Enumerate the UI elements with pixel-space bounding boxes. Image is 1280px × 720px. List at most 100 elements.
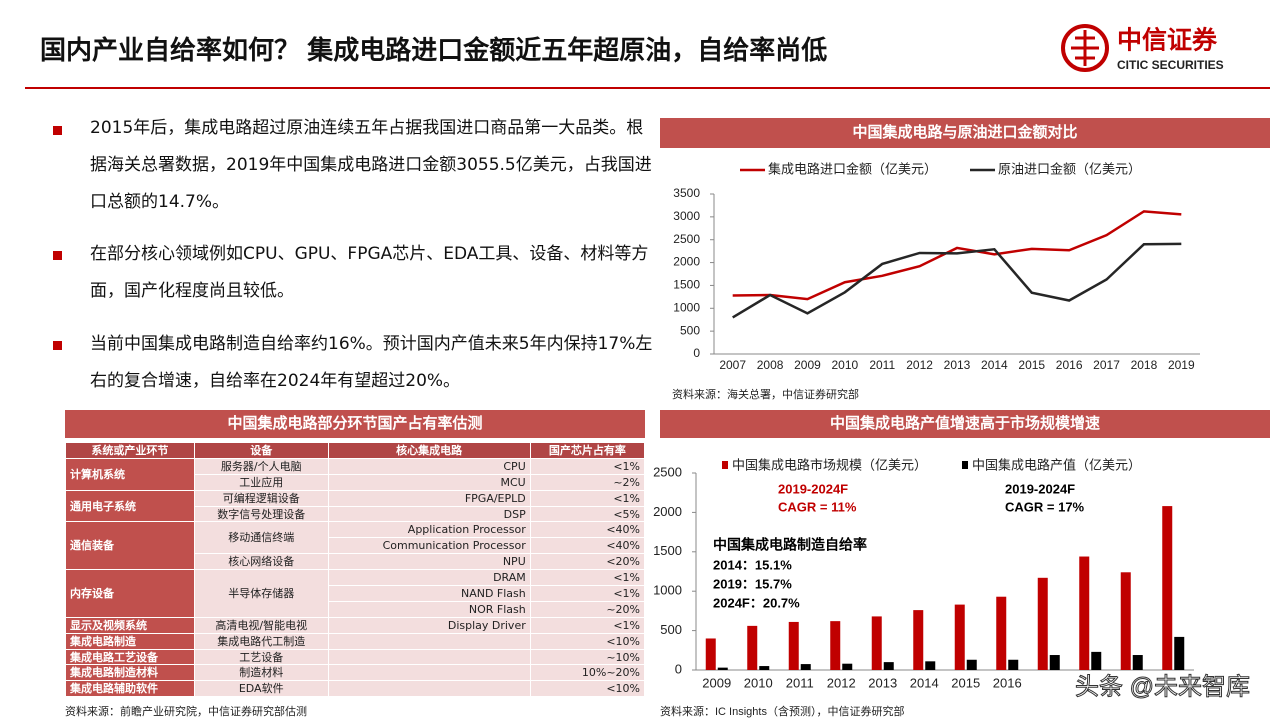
x-tick-label: 2019 (1168, 358, 1195, 372)
device-cell: 高清电视/智能电视 (193, 616, 329, 634)
table: 系统或产业环节 设备 核心集成电路 国产芯片占有率 计算机系统 服务器/个人电脑 CPU <1… (65, 442, 646, 698)
share-cell: ~10% (529, 648, 646, 666)
chip-cell: Display Driver (327, 616, 531, 634)
share-cell: <1% (529, 616, 646, 634)
y-tick-label: 2500 (673, 232, 700, 246)
x-tick-label: 2013 (944, 358, 971, 372)
chip-cell (327, 648, 531, 666)
bar (788, 621, 799, 670)
table-source: 资料来源：前瞻产业研究院，中信证券研究部估测 (65, 704, 307, 718)
legend-label: 原油进口金额（亿美元） (998, 161, 1141, 176)
device-cell: 集成电路代工制造 (193, 632, 329, 650)
system-cell: 计算机系统 (65, 457, 195, 491)
x-tick-label: 2014 (910, 675, 939, 690)
annotation: 中国集成电路制造自给率 (713, 537, 867, 553)
bar (800, 664, 811, 670)
bar (1037, 577, 1048, 670)
device-cell: EDA软件 (193, 680, 329, 698)
share-cell: <1% (529, 585, 646, 602)
logo-mark (1061, 24, 1109, 72)
device-cell: 半导体存储器 (193, 569, 329, 618)
bar (747, 625, 758, 670)
table-row: 集成电路制造 集成电路代工制造 <10% (65, 632, 646, 650)
bar (871, 616, 882, 670)
header-row: 系统或产业环节 设备 核心集成电路 国产芯片占有率 (65, 442, 646, 459)
legend-swatch (962, 461, 968, 469)
bar (913, 610, 924, 670)
share-cell: <40% (529, 537, 646, 555)
chip-cell: Application Processor (327, 521, 531, 539)
bar (996, 596, 1007, 670)
chip-cell (327, 632, 531, 650)
system-cell: 集成电路工艺设备 (65, 648, 195, 666)
table-row: Communication Processor <40% (66, 537, 646, 555)
system-cell: 通信装备 (65, 521, 195, 571)
y-tick-label: 500 (680, 323, 700, 337)
x-tick-label: 2013 (868, 675, 897, 690)
chart-source: 资料来源：海关总署，中信证券研究部 (672, 387, 859, 401)
bar (717, 667, 728, 670)
legend-swatch (722, 461, 728, 469)
device-cell: 工艺设备 (193, 648, 329, 666)
x-tick-label: 2015 (951, 675, 980, 690)
bar (830, 621, 841, 670)
chip-cell: DRAM (327, 569, 531, 587)
bar (954, 604, 965, 670)
logo-glyph (1071, 30, 1099, 66)
system-cell: 集成电路辅助软件 (65, 680, 195, 698)
table-title: 中国集成电路部分环节国产占有率估测 (227, 414, 482, 432)
table-row: 显示及视频系统 高清电视/智能电视 Display Driver <1% (65, 616, 646, 634)
watermark: 头条 @未来智库 (1075, 673, 1250, 700)
share-cell: <1% (529, 457, 646, 475)
chart-source: 资料来源：IC Insights（含预测），中信证券研究部 (660, 704, 904, 718)
y-tick-label: 2000 (673, 255, 700, 269)
table-row: 计算机系统 服务器/个人电脑 CPU <1% (65, 457, 646, 491)
chip-cell: CPU (327, 457, 531, 475)
share-cell: <1% (529, 489, 646, 507)
bar (1091, 651, 1102, 670)
x-tick-label: 2015 (1018, 358, 1045, 372)
table-row: 集成电路制造材料 制造材料 10%~20% (65, 664, 646, 682)
chip-cell: FPGA/EPLD (327, 489, 531, 507)
y-tick-label: 500 (660, 622, 682, 637)
bar (925, 661, 936, 670)
bar (759, 666, 770, 670)
column-header: 设备 (193, 442, 329, 459)
bar (1079, 556, 1090, 670)
chip-cell (327, 664, 531, 682)
system-cell: 集成电路制造材料 (65, 664, 195, 682)
device-cell: 移动通信终端 (193, 521, 329, 555)
bullet: 当前中国集成电路制造自给率约16%。预计国内产值未来5年内保持17%左右的复合增… (90, 334, 653, 391)
bar (1132, 655, 1143, 670)
table-row: 数字信号处理设备 DSP <5% (66, 505, 646, 523)
share-cell: <10% (529, 632, 646, 650)
device-cell: 工业应用 (193, 473, 329, 491)
bullet-marker (53, 251, 62, 260)
bar (883, 662, 894, 670)
annotation: 2019：15.7% (713, 576, 792, 591)
y-tick-label: 2500 (653, 464, 682, 479)
bar (1162, 506, 1173, 670)
bullet: 在部分核心领域例如CPU、GPU、FPGA芯片、EDA工具、设备、材料等方面，国… (90, 244, 649, 301)
x-tick-label: 2008 (757, 358, 784, 372)
share-cell: ~2% (529, 473, 646, 491)
annotation: CAGR = 17% (1005, 499, 1085, 514)
bar (966, 659, 977, 670)
legend-label: 中国集成电路市场规模（亿美元） (732, 457, 927, 472)
chip-cell: Communication Processor (327, 537, 531, 555)
chart-title: 中国集成电路产值增速高于市场规模增速 (830, 414, 1100, 432)
share-cell: ~20% (529, 600, 646, 618)
x-tick-label: 2012 (906, 358, 933, 372)
bar (1174, 636, 1185, 670)
table-row: 内存设备 半导体存储器 DRAM <1% (65, 569, 646, 618)
chip-cell: NOR Flash (327, 600, 531, 618)
x-tick-label: 2016 (993, 675, 1022, 690)
logo-cn: 中信证券 (1117, 26, 1218, 55)
table-row: 工业应用 MCU ~2% (66, 473, 646, 491)
share-cell: <5% (529, 505, 646, 523)
y-tick-label: 1500 (673, 278, 700, 292)
column-header: 核心集成电路 (327, 442, 531, 459)
bar (705, 638, 716, 670)
